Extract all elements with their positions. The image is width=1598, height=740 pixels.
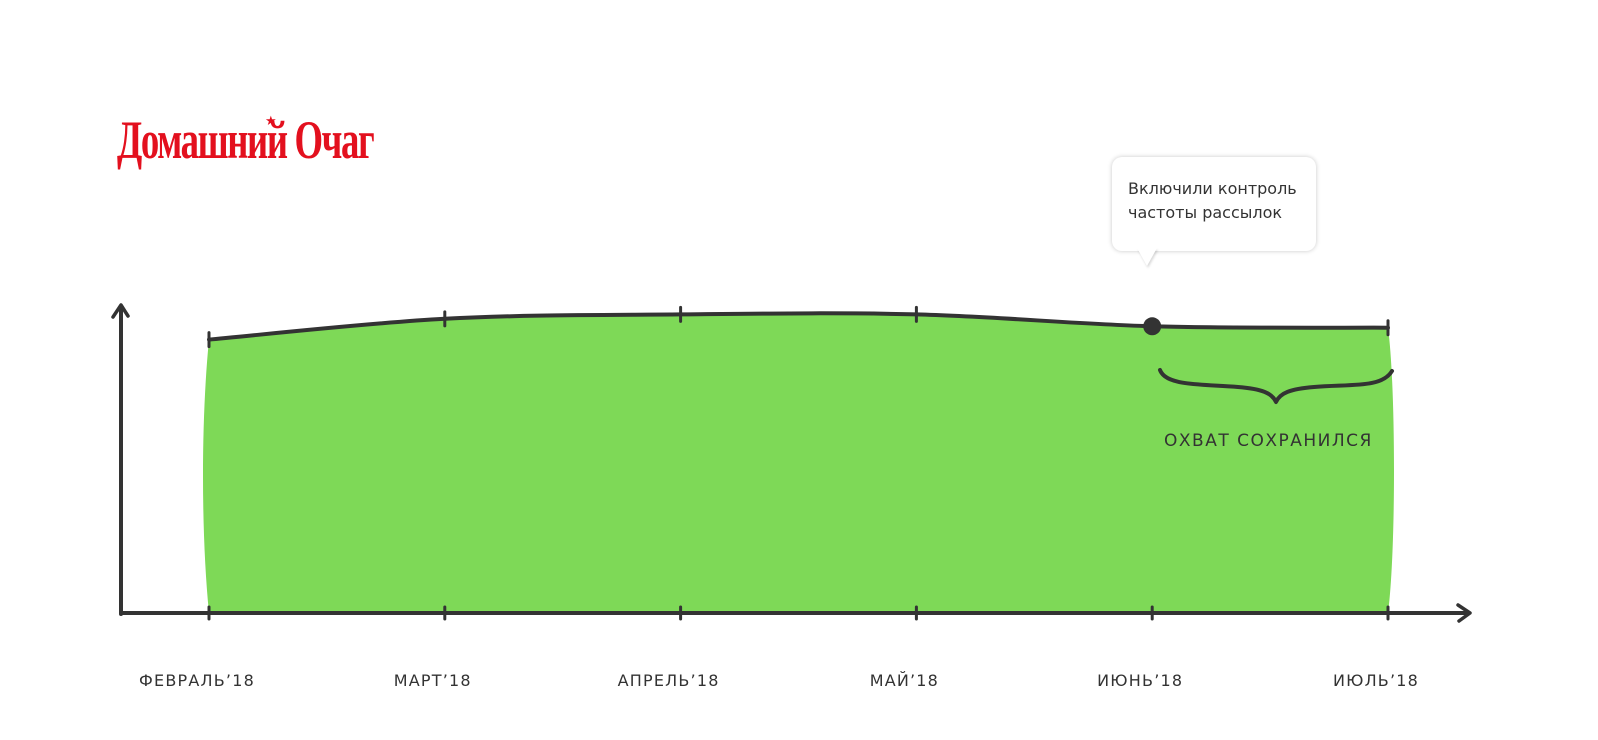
callout-tail	[1137, 248, 1157, 266]
reach-area	[203, 313, 1394, 613]
reach-series-line	[207, 311, 1390, 342]
x-tick-label: ФЕВРАЛЬ’18	[139, 671, 255, 690]
brand-logo: Домашний Очаг	[117, 110, 375, 170]
y-axis-arrow-icon	[111, 303, 130, 319]
x-tick-label: ИЮЛЬ’18	[1333, 671, 1419, 690]
logo-star-icon: ★	[265, 114, 277, 129]
highlight-point	[1143, 317, 1162, 336]
x-tick-label: МАРТ’18	[394, 671, 472, 690]
x-tick-label: МАЙ’18	[870, 671, 939, 690]
x-tick-label: АПРЕЛЬ’18	[618, 671, 720, 690]
callout-text: Включили контроль частоты рассылок	[1128, 179, 1297, 222]
annotation-label: ОХВАТ СОХРАНИЛСЯ	[1164, 431, 1373, 451]
x-axis-arrow-icon	[1456, 603, 1472, 623]
x-tick-label: ИЮНЬ’18	[1097, 671, 1183, 690]
callout-bubble: Включили контроль частоты рассылок	[1112, 157, 1316, 251]
curly-brace	[1158, 368, 1394, 404]
